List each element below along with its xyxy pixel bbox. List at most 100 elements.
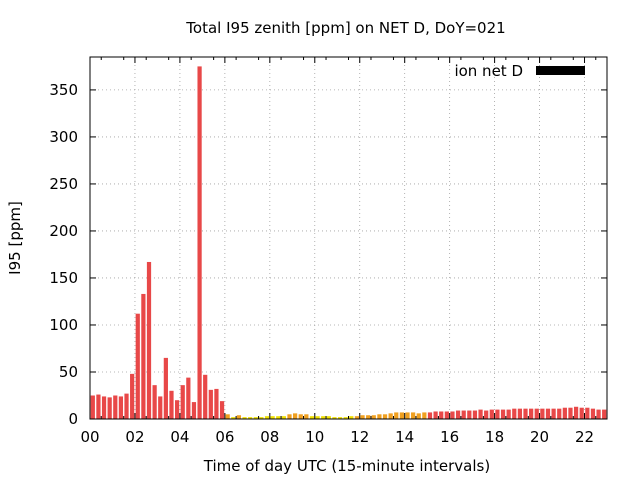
bar — [394, 412, 399, 419]
bar — [489, 409, 494, 419]
bar — [388, 413, 393, 419]
ticks: 0 50 100 150 200 250 300 350 00 02 04 06 08 10 12 14 16 1… — [49, 57, 607, 446]
x-tick-label: 20 — [530, 428, 549, 446]
bar — [214, 388, 219, 419]
bar — [450, 411, 455, 419]
bar — [590, 408, 596, 419]
bar — [523, 408, 528, 419]
bar — [573, 406, 579, 419]
bar — [506, 409, 511, 419]
bar — [231, 417, 236, 419]
bar — [422, 412, 427, 419]
bar — [219, 401, 225, 419]
bar — [169, 390, 174, 419]
x-tick-label: 12 — [350, 428, 369, 446]
bar — [174, 400, 180, 419]
y-tick-label: 300 — [49, 128, 78, 146]
y-tick-label: 50 — [59, 363, 78, 381]
bar — [500, 409, 506, 419]
bar — [411, 412, 416, 419]
x-tick-label: 02 — [125, 428, 144, 446]
bar — [461, 410, 466, 419]
bar — [478, 409, 483, 419]
x-tick-label: 22 — [575, 428, 594, 446]
x-tick-label: 18 — [485, 428, 504, 446]
bar — [225, 414, 230, 419]
bar — [433, 411, 438, 419]
bar — [163, 357, 168, 419]
bar — [354, 416, 360, 419]
bar — [191, 402, 197, 419]
bar — [264, 416, 270, 419]
bar — [197, 66, 202, 420]
bar — [130, 373, 135, 419]
bar — [287, 414, 292, 419]
bar — [326, 416, 331, 419]
y-tick-label: 150 — [49, 269, 78, 287]
bar — [382, 414, 388, 419]
bar — [90, 395, 95, 419]
bar — [321, 416, 326, 419]
bar — [545, 408, 551, 419]
x-tick-label: 04 — [170, 428, 189, 446]
bar — [529, 408, 534, 419]
bar — [113, 395, 118, 419]
bar — [208, 389, 213, 419]
bar — [579, 407, 584, 419]
bar — [371, 415, 376, 419]
bar — [236, 415, 242, 419]
x-tick-label: 14 — [395, 428, 414, 446]
bar — [203, 374, 208, 419]
x-tick-label: 10 — [305, 428, 324, 446]
bar — [455, 410, 461, 419]
bar — [495, 409, 500, 419]
bar — [293, 413, 298, 419]
bar — [158, 396, 163, 419]
bar — [399, 412, 404, 419]
bar — [96, 394, 101, 419]
chart-title: Total I95 zenith [ppm] on NET D, DoY=021 — [185, 19, 505, 37]
bar — [281, 416, 286, 419]
bar — [242, 417, 247, 419]
bar — [186, 377, 191, 419]
bar — [377, 414, 382, 419]
bar — [309, 416, 315, 419]
bar — [332, 417, 337, 419]
legend: ion net D — [454, 62, 585, 80]
bar — [253, 417, 258, 419]
legend-swatch — [536, 66, 585, 75]
bar — [337, 417, 343, 419]
bar — [248, 417, 253, 419]
bars — [90, 66, 607, 420]
bar — [270, 416, 275, 419]
bar — [135, 313, 140, 419]
bar — [534, 408, 539, 419]
bar — [276, 416, 281, 419]
bar — [124, 393, 129, 419]
bar — [540, 408, 545, 419]
bar — [405, 412, 410, 419]
x-tick-label: 08 — [260, 428, 279, 446]
bar — [596, 409, 601, 419]
bar — [366, 415, 371, 419]
bar — [180, 385, 185, 419]
y-tick-label: 200 — [49, 222, 78, 240]
bar — [444, 411, 449, 419]
bar — [585, 407, 590, 419]
bar — [512, 408, 517, 419]
bar — [152, 385, 157, 419]
x-tick-label: 16 — [440, 428, 459, 446]
y-tick-label: 0 — [68, 410, 78, 428]
bar — [427, 412, 433, 419]
x-tick-label: 00 — [80, 428, 99, 446]
bar — [118, 396, 124, 419]
y-tick-label: 250 — [49, 175, 78, 193]
bar — [107, 397, 112, 419]
bar — [517, 408, 523, 419]
bar — [315, 416, 320, 419]
bar — [259, 417, 264, 419]
bar — [416, 413, 421, 419]
bar — [349, 416, 354, 419]
bar — [467, 410, 472, 419]
